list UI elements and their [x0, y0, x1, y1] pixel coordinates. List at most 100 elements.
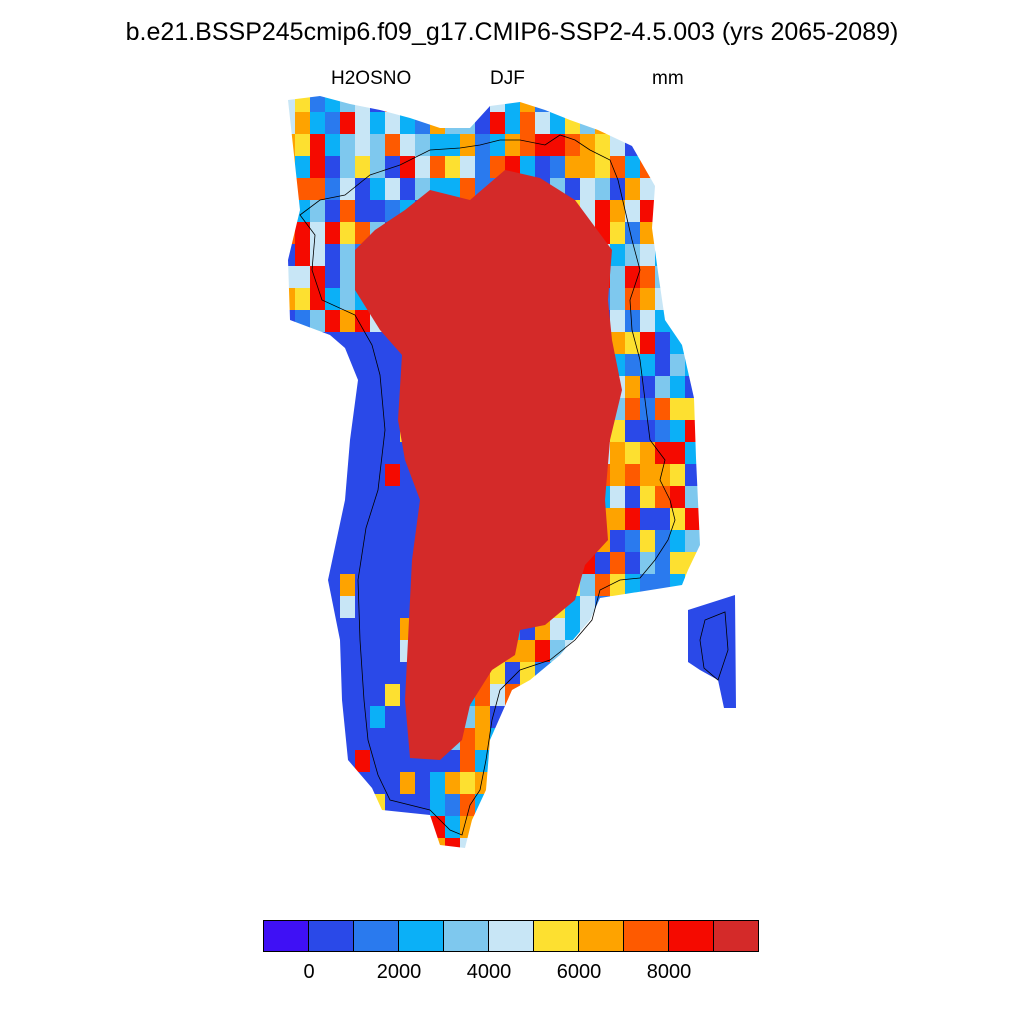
grid-cell — [610, 442, 625, 464]
grid-cell — [445, 112, 460, 134]
grid-cell — [700, 398, 715, 420]
grid-cell — [655, 156, 670, 178]
grid-cell — [340, 96, 355, 112]
grid-cell — [355, 728, 370, 750]
grid-cell — [505, 706, 520, 728]
grid-cell — [415, 772, 430, 794]
colorbar — [263, 920, 759, 952]
grid-cell — [445, 156, 460, 178]
grid-cell — [565, 662, 580, 684]
grid-cell — [340, 134, 355, 156]
grid-cell — [655, 596, 670, 618]
grid-cell — [355, 486, 370, 508]
grid-cell — [610, 288, 625, 310]
grid-cell — [655, 376, 670, 398]
grid-cell — [340, 662, 355, 684]
grid-cell — [610, 112, 625, 134]
grid-cell — [325, 96, 340, 112]
grid-cell — [670, 398, 685, 420]
grid-cell — [430, 134, 445, 156]
grid-cell — [685, 706, 700, 728]
grid-cell — [640, 816, 655, 838]
grid-cell — [670, 618, 685, 640]
grid-cell — [565, 816, 580, 838]
grid-cell — [595, 640, 610, 662]
grid-cell — [460, 750, 475, 772]
grid-cell — [288, 134, 295, 156]
grid-cell — [340, 398, 355, 420]
grid-cell — [685, 156, 700, 178]
colorbar-tick-label: 4000 — [466, 961, 512, 983]
grid-cell — [640, 354, 655, 376]
grid-cell — [685, 244, 700, 266]
grid-cell — [310, 266, 325, 288]
grid-cell — [355, 376, 370, 398]
grid-cell — [385, 354, 400, 376]
grid-cell — [625, 420, 640, 442]
grid-cell — [415, 112, 430, 134]
grid-cell — [610, 728, 625, 750]
grid-cell — [565, 706, 580, 728]
grid-cell — [355, 156, 370, 178]
grid-cell — [340, 816, 355, 838]
grid-cell — [340, 838, 355, 848]
grid-cell — [310, 464, 325, 486]
grid-cell — [310, 486, 325, 508]
grid-cell — [670, 684, 685, 706]
grid-cell — [460, 178, 475, 200]
interior-ice-sheet — [355, 170, 622, 760]
grid-cell — [640, 178, 655, 200]
grid-cell — [325, 574, 340, 596]
grid-cell — [310, 684, 325, 706]
grid-cell — [670, 596, 685, 618]
grid-cell — [400, 486, 415, 508]
grid-cell — [400, 508, 415, 530]
grid-cell — [550, 96, 565, 112]
grid-cell — [700, 200, 715, 222]
grid-cell — [325, 156, 340, 178]
grid-cell — [640, 662, 655, 684]
grid-cell — [430, 772, 445, 794]
grid-cell — [595, 618, 610, 640]
season-label: DJF — [490, 68, 525, 89]
grid-cell — [400, 816, 415, 838]
grid-cell — [288, 178, 295, 200]
grid-cell — [535, 706, 550, 728]
grid-cell — [595, 728, 610, 750]
grid-cell — [310, 310, 325, 332]
grid-cell — [655, 728, 670, 750]
colorbar-swatch — [398, 920, 444, 952]
grid-cell — [340, 508, 355, 530]
grid-cell — [355, 442, 370, 464]
grid-cell — [310, 508, 325, 530]
grid-cell — [610, 244, 625, 266]
grid-cell — [685, 838, 700, 848]
grid-cell — [400, 96, 415, 112]
grid-cell — [550, 728, 565, 750]
grid-cell — [655, 178, 670, 200]
grid-cell — [625, 112, 640, 134]
grid-cell — [655, 750, 670, 772]
grid-cell — [685, 750, 700, 772]
grid-cell — [550, 684, 565, 706]
grid-cell — [475, 706, 490, 728]
grid-cell — [400, 178, 415, 200]
grid-cell — [700, 354, 715, 376]
grid-cell — [580, 750, 595, 772]
grid-cell — [640, 772, 655, 794]
grid-cell — [595, 794, 610, 816]
grid-cell — [355, 596, 370, 618]
grid-cell — [445, 794, 460, 816]
grid-cell — [325, 288, 340, 310]
grid-cell — [685, 442, 700, 464]
grid-cell — [640, 288, 655, 310]
grid-cell — [655, 112, 670, 134]
grid-cell — [655, 838, 670, 848]
grid-cell — [520, 706, 535, 728]
grid-cell — [640, 750, 655, 772]
grid-cell — [385, 442, 400, 464]
grid-cell — [670, 838, 685, 848]
grid-cell — [595, 816, 610, 838]
grid-cell — [340, 706, 355, 728]
grid-cell — [355, 464, 370, 486]
